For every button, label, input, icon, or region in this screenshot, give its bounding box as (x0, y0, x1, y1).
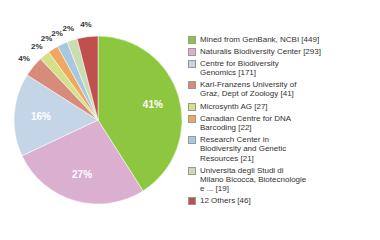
html-text:Research Center in Biodiversit: Research Center in Biodiversity and Gene… (200, 135, 287, 163)
html-text:Karl-Franzens University of Gr: Karl-Franzens University of Graz, Dept o… (200, 80, 297, 99)
svg-text:27%: 27% (72, 169, 92, 180)
html-text:Naturalis Biodiversity Center: Naturalis Biodiversity Center [293] (200, 46, 321, 56)
svg-text:2%: 2% (63, 24, 75, 33)
svg-text:16%: 16% (31, 111, 51, 122)
html-text:Microsynth AG [27]: Microsynth AG [27] (200, 101, 268, 111)
svg-text:2%: 2% (40, 34, 53, 44)
html-text:Universita degli Studi di Mila: Universita degli Studi di Milano Bicocca… (200, 165, 307, 194)
html-text:12 Others [46]: 12 Others [46] (200, 196, 251, 206)
svg-text:2%: 2% (31, 41, 43, 51)
svg-text:4%: 4% (18, 54, 30, 63)
svg-text:4%: 4% (80, 20, 92, 29)
html-text:Mined from GenBank, NCBI [449]: Mined from GenBank, NCBI [449] (200, 34, 320, 44)
svg-text:2%: 2% (51, 29, 63, 38)
html-text:Canadian Centre for DNA Barcod: Canadian Centre for DNA Barcoding [22] (200, 113, 292, 132)
svg-text:41%: 41% (143, 99, 163, 110)
html-text:Centre for Biodiversity Genomi: Centre for Biodiversity Genomics [171] (200, 58, 279, 78)
